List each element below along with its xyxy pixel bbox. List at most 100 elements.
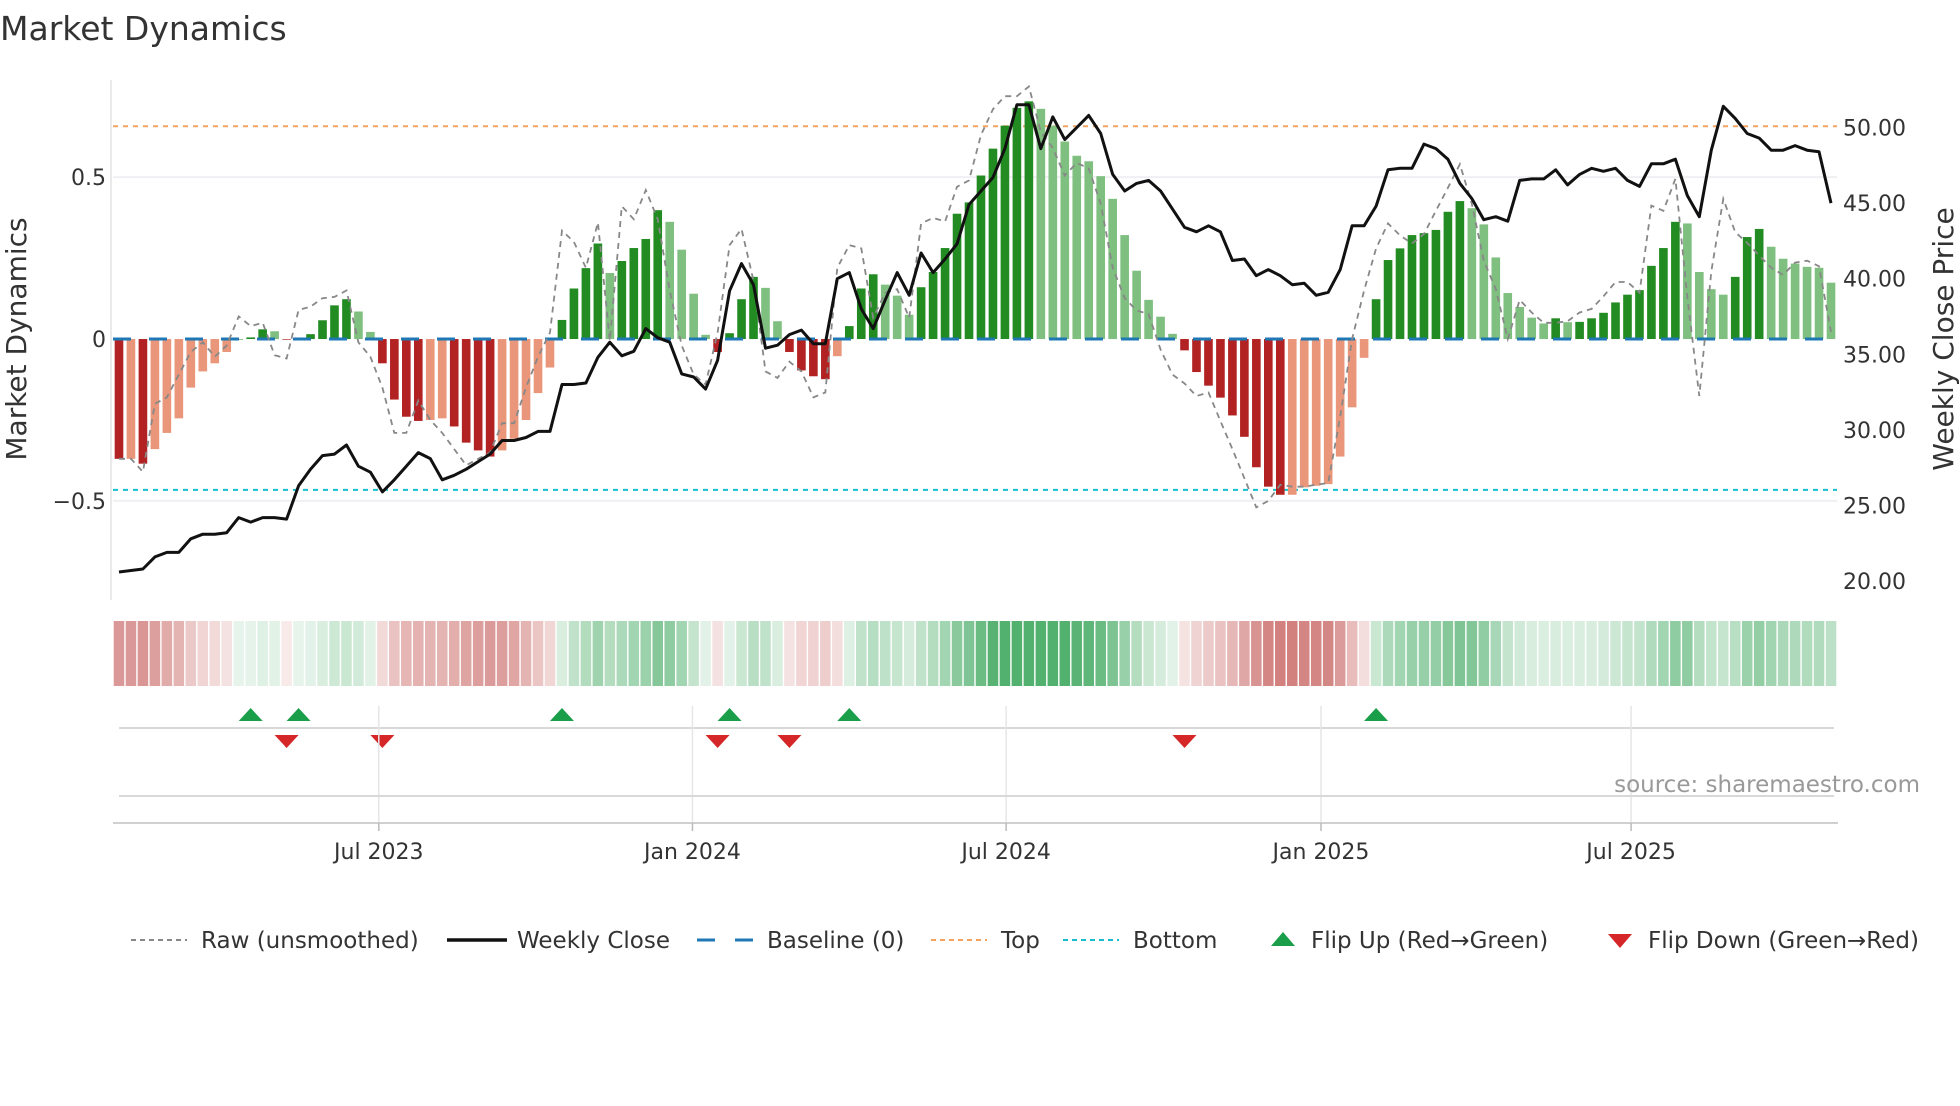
- strip-cell: [1179, 621, 1190, 686]
- histogram-bar: [1012, 107, 1022, 340]
- histogram-bar: [485, 339, 495, 457]
- histogram-bar: [1611, 302, 1620, 340]
- y-ticks-left: 0.5 0 −0.5: [53, 166, 106, 515]
- strip-cell: [927, 621, 939, 686]
- strip-cell: [1442, 621, 1454, 686]
- histogram-bar: [1132, 270, 1141, 340]
- strip-cell: [1059, 621, 1071, 686]
- histogram-bar: [976, 175, 986, 340]
- strip-cell: [568, 621, 580, 686]
- strip-cell: [628, 621, 640, 686]
- strip-cell: [1550, 621, 1561, 686]
- strip-cell: [1227, 621, 1238, 686]
- histogram-bar: [1671, 221, 1680, 340]
- y-tick-label-right: 45.00: [1843, 192, 1906, 217]
- strip-cell: [1741, 621, 1753, 686]
- histogram-bar: [737, 299, 746, 340]
- strip-cell: [1394, 621, 1406, 686]
- strip-cell: [784, 621, 795, 686]
- strip-cell: [1382, 621, 1394, 686]
- histogram-bar: [1156, 316, 1165, 340]
- histogram-bar: [390, 339, 399, 400]
- strip-cell: [1825, 621, 1837, 686]
- histogram-bar: [1395, 248, 1405, 340]
- legend: Raw (unsmoothed) Weekly Close Baseline (0)…: [131, 928, 1919, 954]
- strip-cell: [436, 621, 448, 686]
- histogram-bar: [402, 339, 411, 417]
- histogram-bar: [1575, 321, 1584, 340]
- histogram-bar: [1491, 257, 1501, 340]
- strip-cell: [1610, 621, 1621, 686]
- histogram-bar: [1000, 125, 1010, 340]
- strip-cell: [580, 621, 592, 686]
- strip-cell: [1346, 621, 1358, 686]
- strip-cell: [1191, 621, 1202, 686]
- strip-cell: [1646, 621, 1657, 686]
- histogram-bar: [653, 210, 663, 340]
- histogram-bar: [785, 339, 794, 352]
- histogram-bar: [928, 272, 938, 340]
- strip-cell: [1562, 621, 1573, 686]
- flip-up-marker: [1364, 708, 1389, 721]
- strip-cell: [1239, 621, 1250, 686]
- y-ticks-right: 50.00 45.00 40.00 35.00 30.00 25.00 20.00: [1843, 116, 1906, 595]
- histogram-bar: [174, 339, 184, 419]
- strip-cell: [1538, 621, 1549, 686]
- histogram-bar: [1479, 224, 1489, 340]
- strip-cell: [1801, 621, 1813, 686]
- y-axis-label-right: Weekly Close Price: [1927, 207, 1960, 470]
- histogram-bar: [1359, 339, 1369, 358]
- strip-cell: [1215, 621, 1226, 686]
- strip-cell: [460, 621, 472, 686]
- strip-cell: [1011, 621, 1023, 686]
- source-text: source: sharemaestro.com: [1614, 772, 1920, 798]
- strip-cell: [616, 621, 628, 686]
- histogram-bar: [1036, 108, 1046, 340]
- histogram-bar: [689, 293, 698, 340]
- histogram-bar: [1551, 318, 1560, 340]
- strip-cell: [1765, 621, 1777, 686]
- strip-cell: [1275, 621, 1286, 686]
- strip-cell: [1083, 621, 1095, 686]
- histogram-bar: [114, 339, 124, 459]
- histogram-bar: [1695, 272, 1704, 340]
- histogram-bar: [1311, 339, 1321, 486]
- strip-cell: [1694, 621, 1705, 686]
- strip-cell: [1406, 621, 1418, 686]
- strip-cell: [365, 621, 376, 686]
- x-tick-label: Jul 2024: [959, 840, 1051, 865]
- strip-cell: [173, 621, 185, 686]
- histogram-bar: [1383, 260, 1393, 340]
- histogram-bar: [1024, 101, 1034, 340]
- flip-down-marker: [777, 735, 802, 748]
- legend-label: Flip Down (Green→Red): [1648, 928, 1919, 954]
- histogram-bar: [1299, 339, 1309, 488]
- strip-cell: [329, 621, 340, 686]
- flip-up-marker: [837, 708, 862, 721]
- strip-cell: [484, 621, 496, 686]
- y-tick-label-right: 35.00: [1843, 343, 1906, 368]
- flip-up-marker: [238, 708, 263, 721]
- strip-cell: [1155, 621, 1166, 686]
- strip-cell: [1322, 621, 1334, 686]
- lines: [113, 84, 1837, 574]
- histogram-bar: [1539, 323, 1548, 340]
- histogram-bar: [1754, 228, 1764, 340]
- histogram-bar: [1802, 266, 1812, 340]
- histogram-bar: [1455, 201, 1465, 340]
- strip-cell: [855, 621, 867, 686]
- strip-cell: [209, 621, 221, 686]
- histogram-bar: [342, 299, 351, 340]
- strip-cell: [1706, 621, 1717, 686]
- histogram-bar: [761, 287, 770, 340]
- histogram-bar: [593, 243, 603, 340]
- strip-cell: [125, 621, 137, 686]
- histogram-bar: [366, 331, 375, 340]
- strip-cell: [1119, 621, 1130, 686]
- raw-line: [119, 84, 1832, 509]
- histogram-bar: [509, 339, 519, 439]
- histogram-bar: [1252, 339, 1261, 468]
- strip-cell: [1131, 621, 1142, 686]
- strip-cell: [700, 621, 711, 686]
- histogram-bar: [378, 339, 387, 364]
